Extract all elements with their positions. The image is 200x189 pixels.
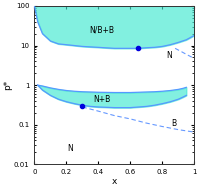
Y-axis label: p*: p* <box>3 80 12 90</box>
Text: B: B <box>171 119 176 128</box>
Text: N: N <box>67 144 73 153</box>
X-axis label: x: x <box>112 177 117 186</box>
Text: N/B+B: N/B+B <box>89 25 114 34</box>
Text: N: N <box>166 51 172 60</box>
Text: N+B: N+B <box>93 95 110 104</box>
